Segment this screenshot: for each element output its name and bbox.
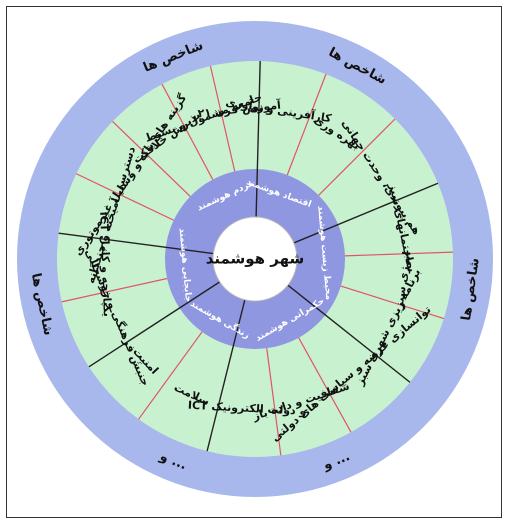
indicator-divider — [298, 337, 352, 433]
indicator-divider — [266, 348, 282, 456]
indicator-divider — [161, 83, 214, 180]
dimension-divider — [206, 299, 246, 452]
center-circle — [212, 216, 298, 302]
indicator-divider — [344, 251, 453, 257]
dimension-divider — [287, 284, 411, 383]
indicator-divider — [76, 173, 175, 221]
dimension-divider — [293, 182, 439, 244]
segment-label: ICT یکپارچه و کامل — [97, 211, 114, 317]
center-hub: شهر هوشمند — [206, 216, 305, 302]
dividers-layer — [58, 61, 453, 456]
indicator-divider — [318, 118, 396, 196]
figure-frame: کارآفرینی و نوآوری بهره وری هم پیوندی، وحد… — [6, 6, 502, 518]
indicator-divider — [112, 121, 191, 197]
indicator-divider — [61, 277, 168, 303]
indicator-divider — [138, 331, 203, 420]
segment-label: ICT و دولت الکترونیک — [188, 399, 307, 418]
indicator-divider — [286, 73, 327, 176]
indicator-divider — [340, 285, 445, 320]
indicator-divider — [209, 65, 236, 172]
dimension-divider — [88, 281, 221, 368]
dimension-divider — [58, 232, 214, 255]
center-title: شهر هوشمند — [206, 250, 305, 268]
dimension-divider — [255, 61, 261, 218]
